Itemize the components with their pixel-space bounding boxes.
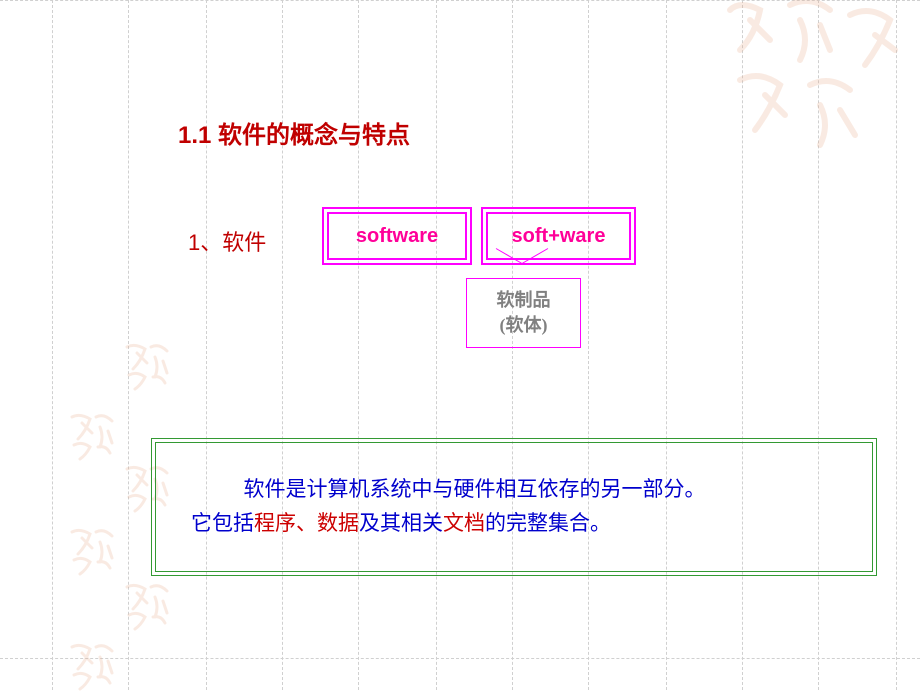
def-text-e: 的完整集合。 [485,511,611,535]
grid-line-vertical [52,0,53,690]
seal-small [115,335,175,395]
grid-line-vertical [436,0,437,690]
seal-large [700,0,920,170]
box3-line2: (软体) [500,313,548,338]
section-title: 1.1 软件的概念与特点 [178,115,410,150]
seal-small [60,520,120,580]
definition-line1: 软件是计算机系统中与硬件相互依存的另一部分。 [191,473,847,507]
subsection-title: 1、软件 [188,225,266,257]
def-text-a: 它包括 [191,511,254,535]
definition-box: 软件是计算机系统中与硬件相互依存的另一部分。 它包括程序、数据及其相关文档的完整… [155,442,873,572]
grid-line-vertical [666,0,667,690]
box3-line1: 软制品 [497,288,551,313]
grid-line-vertical [588,0,589,690]
box-softplusware: soft+ware [486,212,631,260]
definition-line2: 它包括程序、数据及其相关文档的完整集合。 [191,507,847,541]
seal-small [60,405,120,465]
def-text-b: 程序、数据 [254,511,359,535]
grid-line-horizontal [0,658,920,659]
box-chinese-term: 软制品 (软体) [466,278,581,348]
grid-line-vertical [358,0,359,690]
def-text-c: 及其相关 [359,511,443,535]
seal-small [115,575,175,635]
box-software: software [327,212,467,260]
def-text-d: 文档 [443,511,485,535]
seal-small [60,635,120,695]
grid-line-vertical [206,0,207,690]
grid-line-vertical [282,0,283,690]
